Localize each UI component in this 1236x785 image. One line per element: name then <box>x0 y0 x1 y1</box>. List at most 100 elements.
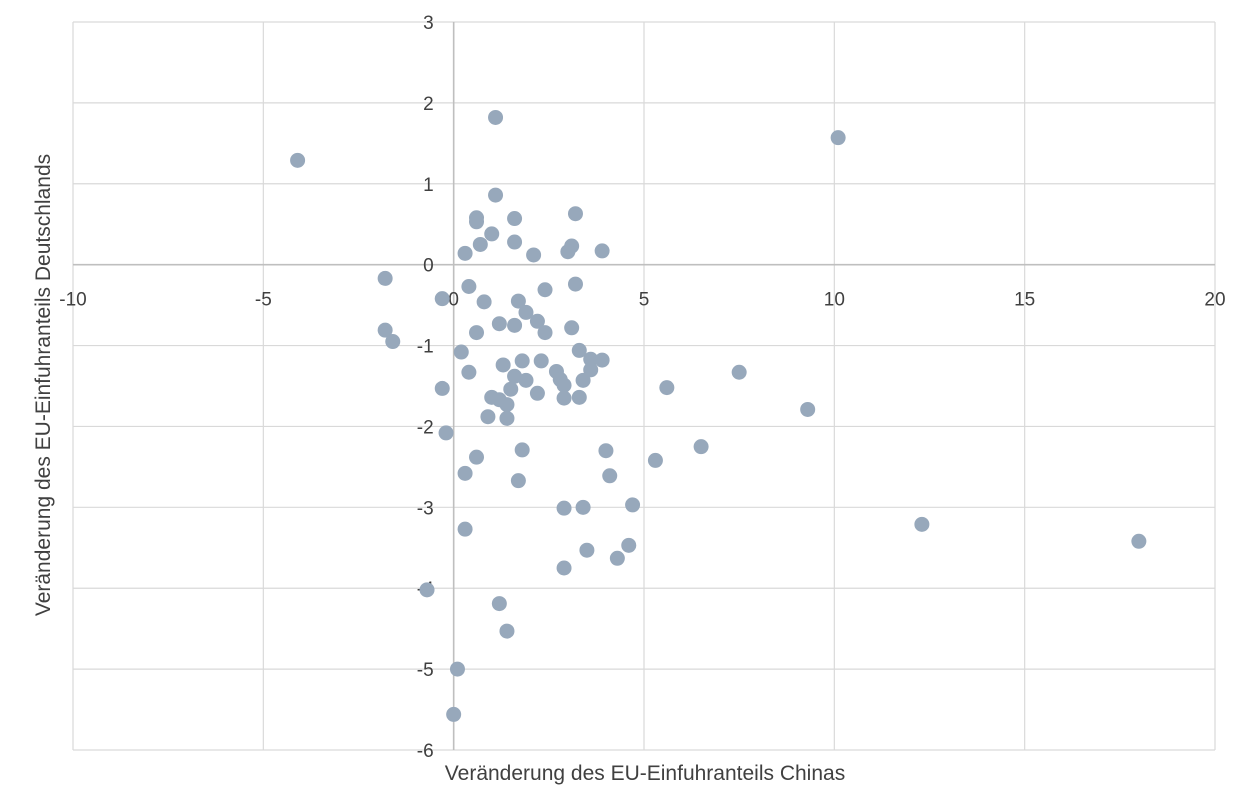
data-point <box>567 206 583 222</box>
y-tick-label: 2 <box>423 94 434 115</box>
data-point <box>594 352 610 368</box>
gridlines <box>72 21 1216 751</box>
data-point <box>659 380 675 396</box>
y-tick-label: 3 <box>423 13 434 34</box>
y-tick-label: -6 <box>417 741 434 762</box>
data-point <box>472 236 488 252</box>
x-tick-label: -10 <box>59 290 86 311</box>
data-point <box>503 381 519 397</box>
data-point <box>514 353 530 369</box>
data-point <box>571 389 587 405</box>
data-point <box>914 516 930 532</box>
data-point <box>731 364 747 380</box>
y-tick-label: 1 <box>423 175 434 196</box>
data-point <box>419 582 435 598</box>
data-point <box>469 449 485 465</box>
data-point <box>602 468 618 484</box>
data-point <box>457 465 473 481</box>
data-point <box>533 353 549 369</box>
data-point <box>647 452 663 468</box>
data-point <box>518 304 534 320</box>
data-point <box>469 214 485 230</box>
data-point <box>480 409 496 425</box>
data-point <box>594 243 610 259</box>
data-point <box>609 550 625 566</box>
data-point <box>537 325 553 341</box>
data-point <box>625 497 641 513</box>
data-point <box>556 377 572 393</box>
data-point <box>529 385 545 401</box>
data-point <box>514 442 530 458</box>
data-point <box>434 291 450 307</box>
data-point <box>567 276 583 292</box>
x-axis-title: Veränderung des EU-Einfuhranteils Chinas <box>445 762 845 785</box>
data-point <box>510 293 526 309</box>
y-tick-label: -1 <box>417 337 434 358</box>
data-point <box>499 397 515 413</box>
data-point <box>438 425 454 441</box>
data-point <box>556 500 572 516</box>
x-tick-label: 15 <box>1014 290 1035 311</box>
data-point <box>446 706 462 722</box>
data-point <box>377 322 393 338</box>
data-point <box>583 362 599 378</box>
axes <box>73 22 1215 750</box>
data-point <box>499 410 515 426</box>
data-point <box>434 380 450 396</box>
data-point <box>526 247 542 263</box>
data-point <box>453 344 469 360</box>
data-point <box>499 623 515 639</box>
x-tick-label: 10 <box>824 290 845 311</box>
x-tick-labels: -10 -5 0 5 10 15 20 <box>59 290 1225 311</box>
data-point <box>507 368 523 384</box>
data-point <box>537 282 553 298</box>
data-point <box>693 439 709 455</box>
data-point <box>461 279 477 295</box>
data-point <box>579 542 595 558</box>
data-point <box>377 270 393 286</box>
data-point <box>495 357 511 373</box>
data-point <box>457 245 473 261</box>
x-tick-label: 0 <box>448 290 459 311</box>
data-point <box>510 473 526 489</box>
data-point <box>385 334 401 350</box>
data-point <box>491 596 507 612</box>
data-point <box>507 211 523 227</box>
y-tick-label: -3 <box>417 498 434 519</box>
data-point <box>1131 533 1147 549</box>
data-point <box>575 372 591 388</box>
data-point <box>507 317 523 333</box>
data-point <box>518 372 534 388</box>
data-point <box>476 294 492 310</box>
data-point <box>457 521 473 537</box>
y-tick-label: 0 <box>423 256 434 277</box>
data-point <box>507 234 523 250</box>
data-point <box>564 320 580 336</box>
data-point <box>491 316 507 332</box>
data-point <box>484 226 500 242</box>
data-point <box>800 401 816 417</box>
x-tick-label: 20 <box>1204 290 1225 311</box>
data-point <box>529 313 545 329</box>
data-point <box>556 560 572 576</box>
data-point <box>290 152 306 168</box>
data-point <box>556 390 572 406</box>
data-point <box>449 661 465 677</box>
data-point <box>575 499 591 515</box>
data-point <box>583 351 599 367</box>
data-point <box>571 342 587 358</box>
data-point <box>560 244 576 260</box>
data-point <box>469 325 485 341</box>
y-tick-label: -2 <box>417 417 434 438</box>
data-point <box>488 187 504 203</box>
x-tick-label: 5 <box>639 290 650 311</box>
y-tick-label: -5 <box>417 660 434 681</box>
data-point <box>621 537 637 553</box>
data-point <box>598 443 614 459</box>
x-tick-label: -5 <box>255 290 272 311</box>
data-point <box>461 364 477 380</box>
y-axis-title: Veränderung des EU-Einfuhranteils Deutsc… <box>32 154 55 616</box>
data-point <box>830 130 846 146</box>
